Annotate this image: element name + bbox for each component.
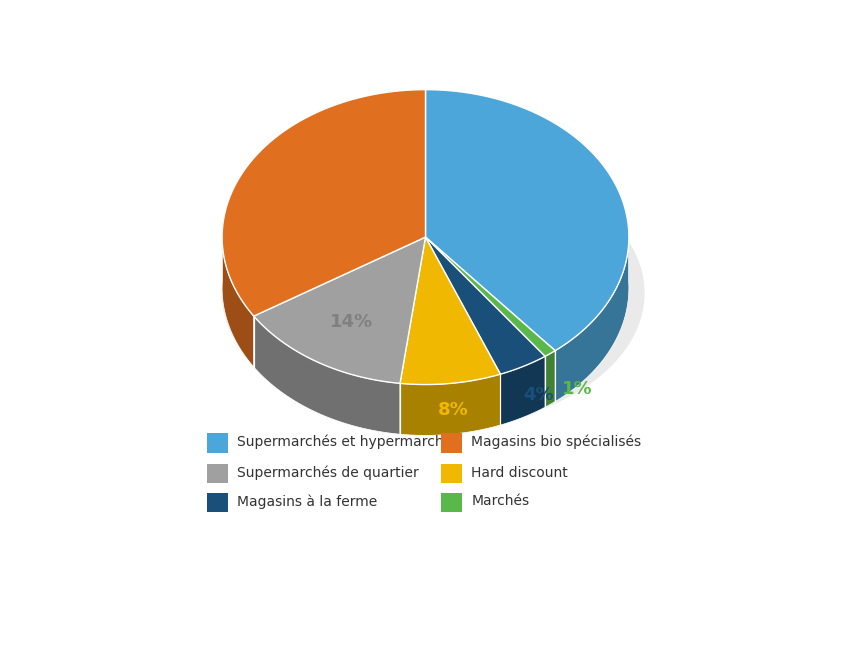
Polygon shape — [222, 90, 426, 316]
Polygon shape — [400, 237, 500, 385]
FancyBboxPatch shape — [207, 434, 228, 453]
FancyBboxPatch shape — [441, 493, 462, 512]
Text: 4%: 4% — [523, 386, 553, 403]
Ellipse shape — [221, 157, 645, 429]
FancyBboxPatch shape — [207, 464, 228, 483]
Polygon shape — [426, 237, 545, 374]
Polygon shape — [426, 90, 629, 351]
Polygon shape — [222, 230, 254, 367]
Text: 34%: 34% — [283, 180, 326, 198]
Polygon shape — [500, 357, 545, 425]
FancyBboxPatch shape — [441, 434, 462, 453]
Text: Magasins bio spécialisés: Magasins bio spécialisés — [471, 435, 642, 450]
Polygon shape — [545, 351, 555, 407]
Text: Magasins à la ferme: Magasins à la ferme — [237, 494, 378, 508]
Text: Supermarchés de quartier: Supermarchés de quartier — [237, 465, 420, 480]
Polygon shape — [254, 316, 400, 434]
Text: 14%: 14% — [330, 312, 373, 330]
Polygon shape — [254, 237, 426, 383]
Text: 39%: 39% — [534, 194, 577, 212]
Polygon shape — [555, 230, 629, 401]
Polygon shape — [426, 237, 555, 357]
FancyBboxPatch shape — [207, 493, 228, 512]
Text: Supermarchés et hypermarchés: Supermarchés et hypermarchés — [237, 435, 460, 450]
Text: 8%: 8% — [438, 401, 469, 419]
Text: 1%: 1% — [563, 379, 593, 397]
Polygon shape — [400, 374, 500, 436]
Text: Marchés: Marchés — [471, 494, 529, 508]
FancyBboxPatch shape — [441, 464, 462, 483]
Text: Hard discount: Hard discount — [471, 466, 568, 480]
